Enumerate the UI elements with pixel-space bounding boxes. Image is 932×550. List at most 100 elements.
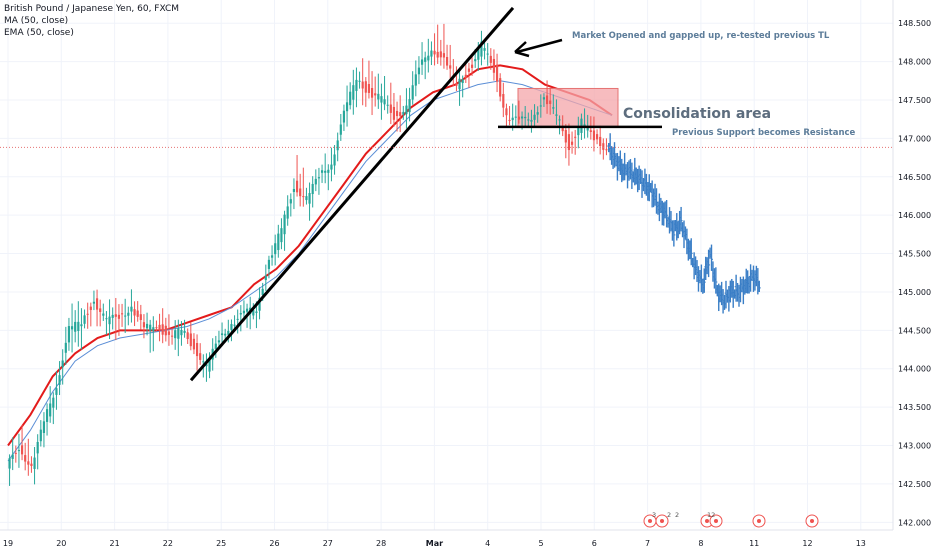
candle-body	[55, 388, 58, 395]
candle-body	[549, 100, 552, 104]
time-axis[interactable]: 19 20 21 22 25 26 27 28 Mar 4 5 6 7 8 11 12 13	[0, 529, 893, 548]
candle-body	[117, 314, 121, 319]
candle-body	[283, 214, 286, 235]
candle-body	[242, 310, 246, 314]
candle-body	[274, 243, 277, 255]
time-tick-label: 8	[698, 539, 703, 548]
time-tick-label: 13	[856, 539, 866, 548]
candle-body	[177, 328, 180, 339]
candle-body	[136, 310, 139, 317]
arrow-head	[514, 41, 530, 58]
price-axis-bg	[893, 0, 932, 550]
candle-body	[330, 164, 333, 170]
candle-body	[502, 94, 505, 108]
candle-body	[183, 330, 186, 333]
candle-body	[102, 313, 105, 316]
candle-body	[252, 309, 255, 316]
candle-body	[539, 105, 542, 107]
candle-body	[317, 177, 321, 179]
candle-body	[320, 170, 324, 173]
candle-body	[202, 361, 205, 363]
candle-body	[505, 108, 508, 116]
candle-body	[199, 353, 202, 360]
candle-body	[370, 88, 374, 98]
candle-body	[552, 107, 555, 109]
candle-body	[499, 78, 502, 97]
candle-body	[70, 326, 74, 330]
price-tick-label: 145.000	[898, 288, 931, 297]
candle-body	[436, 51, 439, 58]
candle-body	[555, 114, 558, 116]
candle-body	[83, 315, 86, 324]
candle-body	[420, 59, 424, 65]
candle-body	[155, 327, 158, 329]
event-marker-dot	[648, 519, 652, 523]
candle-body	[80, 324, 83, 327]
candle-body	[558, 119, 561, 121]
candle-body	[414, 74, 417, 86]
candle-body	[595, 134, 599, 140]
time-tick-label: 12	[802, 539, 812, 548]
candle-body	[139, 314, 142, 321]
candle-body	[567, 134, 571, 151]
candle-body	[333, 154, 336, 166]
price-axis[interactable]: 142.000 142.500 143.000 143.500 144.000 144.5…	[892, 0, 932, 550]
ema-legend[interactable]: EMA (50, close)	[4, 28, 74, 38]
time-tick-label: 19	[3, 539, 13, 548]
candle-body	[255, 311, 258, 313]
event-markers[interactable]: 3 2 2 12	[643, 511, 819, 528]
price-tick-label: 148.500	[898, 19, 931, 28]
annotation-support: Previous Support becomes Resistance	[672, 128, 856, 138]
candle-body	[427, 55, 430, 61]
price-tick-label: 147.500	[898, 96, 931, 105]
candle-body	[149, 324, 152, 331]
time-tick-label: 20	[56, 539, 66, 548]
time-tick-label: 27	[323, 539, 333, 548]
event-count-label: 3	[652, 511, 656, 519]
arrow-shaft	[516, 38, 563, 54]
candle-body	[474, 59, 477, 62]
candle-body	[342, 110, 346, 123]
event-marker-dot	[660, 519, 664, 523]
candle-body	[430, 50, 433, 57]
drawings[interactable]: Market Opened and gapped up, re-tested p…	[189, 6, 856, 382]
ma-legend[interactable]: MA (50, close)	[4, 16, 69, 26]
candle-body	[530, 119, 533, 122]
candle-body	[158, 324, 161, 331]
candle-body	[561, 126, 564, 132]
candle-body	[467, 68, 471, 72]
candle-body	[292, 188, 296, 192]
ema-path	[7, 64, 613, 447]
candle-body	[524, 116, 527, 119]
event-count-label: 12	[707, 511, 715, 519]
time-tick-label: 21	[110, 539, 120, 548]
candle-body	[417, 67, 421, 75]
event-count-label: 2	[667, 511, 671, 519]
candle-body	[239, 313, 242, 315]
candle-body	[236, 318, 239, 320]
candle-body	[61, 360, 64, 368]
projection-series	[607, 133, 761, 314]
consolidation-box[interactable]	[517, 87, 619, 128]
symbol-title[interactable]: British Pound / Japanese Yen, 60, FXCM	[4, 4, 180, 14]
candle-body	[367, 84, 371, 93]
candle-body	[289, 199, 292, 204]
candle-body	[36, 441, 39, 454]
time-tick-label: 22	[163, 539, 173, 548]
candle-body	[424, 57, 427, 62]
candle-body	[574, 136, 577, 138]
price-tick-label: 146.000	[898, 211, 931, 220]
candle-body	[39, 429, 42, 442]
candle-body	[361, 81, 364, 89]
candle-body	[17, 450, 21, 452]
ma-path	[7, 80, 613, 462]
candle-body	[120, 313, 124, 315]
time-tick-label: 6	[592, 539, 597, 548]
candle-body	[449, 65, 452, 69]
candle-body	[230, 324, 233, 330]
price-tick-label: 144.000	[898, 365, 931, 374]
candle-body	[477, 49, 480, 60]
candle-body	[130, 306, 133, 312]
annotation-consolidation: Consolidation area	[623, 106, 771, 122]
